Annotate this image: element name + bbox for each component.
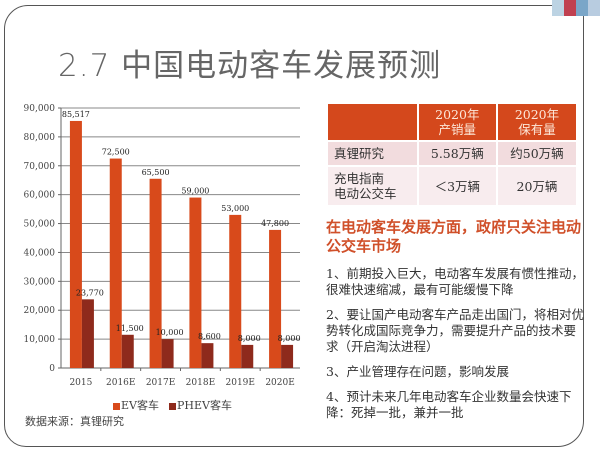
x-tick-label: 2016E bbox=[106, 378, 135, 388]
corner-decoration bbox=[552, 0, 600, 16]
legend-swatch-phev bbox=[168, 402, 176, 410]
data-label-ev: 47,800 bbox=[261, 219, 289, 228]
slide-frame bbox=[4, 5, 584, 447]
bar-phev bbox=[81, 299, 94, 368]
bar-phev bbox=[161, 339, 174, 368]
table-header-stock: 2020年 保有量 bbox=[496, 104, 579, 141]
data-label-phev: 8,600 bbox=[198, 332, 221, 341]
row-sales: ＜3万辆 bbox=[417, 165, 498, 205]
data-label-ev: 53,000 bbox=[221, 204, 249, 213]
row-label: 充电指南 电动公交车 bbox=[328, 165, 419, 205]
table-row: 真锂研究 5.58万辆 约50万辆 bbox=[328, 140, 579, 166]
header-line: 2020年 bbox=[514, 107, 560, 122]
x-tick-label: 2020E bbox=[265, 378, 294, 388]
deco-swatch bbox=[564, 0, 576, 16]
header-line: 产销量 bbox=[438, 122, 477, 137]
table-row: 充电指南 电动公交车 ＜3万辆 20万辆 bbox=[328, 165, 579, 205]
x-tick-label: 2015 bbox=[69, 378, 92, 388]
row-label-line: 电动公交车 bbox=[334, 186, 397, 201]
y-axis-ticks: 0 10,000 20,000 30,000 40,000 50,000 60,000 70,… bbox=[24, 104, 56, 374]
deco-swatch bbox=[588, 0, 600, 16]
row-sales: 5.58万辆 bbox=[417, 140, 498, 166]
bars bbox=[69, 120, 294, 368]
data-label-ev: 59,000 bbox=[181, 187, 209, 196]
bar-ev bbox=[69, 120, 82, 368]
bar-chart: 0 10,000 20,000 30,000 40,000 50,000 60,000 70,… bbox=[24, 104, 301, 388]
y-tick-label: 90,000 bbox=[24, 104, 56, 114]
bar-ev bbox=[229, 214, 242, 368]
legend-swatch-ev bbox=[113, 402, 120, 410]
table-header-empty bbox=[328, 104, 419, 141]
data-label-phev: 23,770 bbox=[76, 288, 104, 297]
slide-title: 2.7 中国电动客车发展预测 bbox=[58, 48, 442, 84]
bar-ev bbox=[109, 158, 122, 368]
legend-label-ev: EV客车 bbox=[121, 399, 159, 412]
legend-item-phev: PHEV客车 bbox=[168, 397, 232, 413]
y-tick-label: 50,000 bbox=[24, 220, 56, 230]
row-label: 真锂研究 bbox=[328, 140, 419, 166]
data-label-phev: 8,000 bbox=[238, 334, 261, 343]
note-item: 3、产业管理存在问题，影响发展 bbox=[326, 364, 509, 379]
note-item: 2、要让国产电动客车产品走出国门，将相对优势转化成国际竞争力，需要提升产品的技术… bbox=[326, 307, 584, 354]
notes-headline: 在电动客车发展方面，政府只关注电动公交车市场 bbox=[326, 218, 582, 255]
bar-ev bbox=[189, 197, 202, 368]
y-tick-label: 70,000 bbox=[24, 162, 56, 172]
y-tick-label: 80,000 bbox=[24, 133, 56, 143]
row-label-line: 充电指南 bbox=[334, 171, 385, 186]
data-label-ev: 85,517 bbox=[62, 110, 90, 119]
notes-panel: 在电动客车发展方面，政府只关注电动公交车市场 1、前期投入巨大，电动客车发展有惯… bbox=[326, 218, 584, 430]
forecast-table: 2020年 产销量 2020年 保有量 真锂研究 5.58万辆 约50万辆 充电指南… bbox=[328, 104, 579, 205]
x-tick-label: 2019E bbox=[226, 378, 255, 388]
data-label-phev: 10,000 bbox=[156, 328, 184, 337]
y-tick-label: 10,000 bbox=[24, 335, 56, 345]
y-tick-label: 0 bbox=[49, 364, 55, 374]
bar-phev bbox=[241, 344, 254, 368]
header-line: 2020年 bbox=[435, 107, 480, 122]
x-axis-ticks: 2015 2016E 2017E 2018E 2019E 2020E bbox=[69, 368, 295, 388]
bar-phev bbox=[281, 344, 294, 368]
row-stock: 20万辆 bbox=[496, 165, 579, 205]
y-tick-label: 60,000 bbox=[24, 191, 56, 201]
bar-ev bbox=[269, 229, 282, 368]
header-line: 保有量 bbox=[518, 122, 556, 137]
data-label-ev: 72,500 bbox=[102, 148, 130, 157]
chart-legend: EV客车 PHEV客车 bbox=[113, 397, 232, 413]
x-tick-label: 2018E bbox=[186, 378, 215, 388]
deco-swatch bbox=[552, 0, 564, 16]
x-tick-label: 2017E bbox=[146, 378, 175, 388]
data-labels: 85,517 23,770 72,500 11,500 65,500 10,000 59,0… bbox=[62, 110, 301, 343]
y-tick-label: 20,000 bbox=[24, 306, 56, 316]
data-source: 数据来源：真锂研究 bbox=[25, 415, 124, 428]
legend-item-ev: EV客车 bbox=[113, 397, 159, 413]
bar-phev bbox=[201, 343, 214, 368]
data-label-phev: 11,500 bbox=[116, 324, 144, 333]
row-stock: 约50万辆 bbox=[496, 140, 579, 166]
y-tick-label: 40,000 bbox=[24, 248, 56, 258]
table-header-sales: 2020年 产销量 bbox=[417, 104, 498, 141]
table-header-row: 2020年 产销量 2020年 保有量 bbox=[328, 104, 579, 141]
note-item: 1、前期投入巨大，电动客车发展有惯性推动，很难快速缩减，最有可能缓慢下降 bbox=[326, 266, 584, 297]
data-label-phev: 8,000 bbox=[278, 334, 301, 343]
bar-ev bbox=[149, 178, 162, 368]
y-tick-label: 30,000 bbox=[24, 277, 56, 287]
bar-phev bbox=[121, 334, 134, 368]
legend-label-phev: PHEV客车 bbox=[176, 399, 232, 412]
data-label-ev: 65,500 bbox=[142, 168, 170, 177]
deco-swatch bbox=[576, 0, 588, 16]
note-item: 4、预计未来几年电动客车企业数量会快速下降：死掉一批，兼并一批 bbox=[326, 389, 572, 420]
